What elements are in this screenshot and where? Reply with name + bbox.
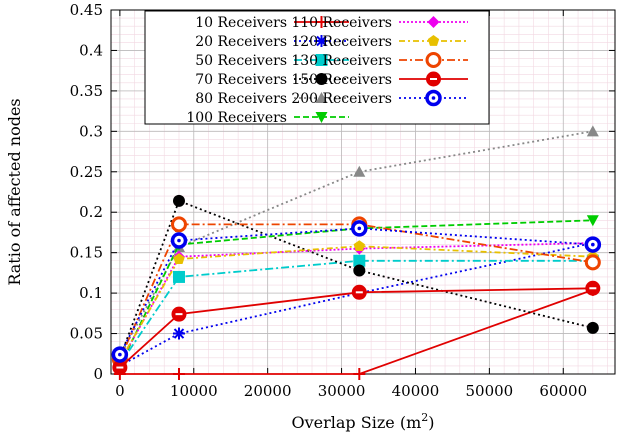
data-point: [584, 254, 601, 271]
series-line: [119, 130, 593, 357]
series-11: [111, 220, 602, 363]
x-tick-label: 0: [115, 382, 125, 400]
data-point-dot: [591, 242, 595, 247]
legend-item: 100 Receivers: [186, 110, 349, 126]
data-point: [586, 215, 599, 227]
series-group: [111, 125, 602, 380]
legend-label: 80 Receivers: [195, 91, 287, 107]
legend-item: 20 Receivers: [195, 34, 349, 50]
data-point-dot: [118, 352, 122, 357]
legend-marker: [315, 35, 328, 47]
legend-marker-dot: [431, 96, 436, 100]
legend-item: 50 Receivers: [195, 53, 349, 69]
x-axis-title-sup: 2: [421, 411, 428, 424]
legend-item: 120 Receivers: [291, 34, 468, 50]
data-point: [172, 270, 185, 283]
legend: 10 Receivers 20 Receivers 50 Receivers 70 R…: [144, 10, 490, 126]
data-point: [172, 327, 185, 340]
legend-item: 110 Receivers: [291, 15, 468, 31]
data-point: [353, 254, 366, 267]
series-line: [119, 219, 593, 367]
y-tick-label: 0.4: [79, 41, 103, 59]
legend-marker: [315, 54, 328, 66]
legend-item: 130 Receivers: [291, 52, 468, 69]
legend-label: 10 Receivers: [195, 15, 287, 31]
data-point: [172, 368, 185, 380]
legend-item: 10 Receivers: [195, 15, 349, 31]
legend-item: 80 Receivers: [195, 91, 349, 107]
x-axis-title-main: Overlap Size (m: [292, 413, 422, 432]
x-tick-label: 10000: [170, 382, 218, 400]
y-tick-label: 0.3: [79, 122, 103, 140]
x-tick-label: 40000: [392, 382, 440, 400]
legend-marker: [427, 16, 440, 28]
y-tick-label: 0.1: [79, 284, 103, 302]
x-axis-title: Overlap Size (m2): [292, 411, 435, 432]
y-tick-label: 0: [93, 365, 103, 383]
data-point: [353, 240, 365, 251]
y-tick-label: 0.15: [70, 244, 103, 262]
x-axis-title-end: ): [428, 413, 434, 432]
series-line: [119, 287, 593, 369]
legend-marker: [315, 73, 328, 85]
series-line: [119, 242, 593, 367]
legend-label: 130 Receivers: [291, 53, 392, 69]
data-point: [173, 253, 185, 264]
data-point: [353, 264, 366, 277]
legend-item: 150 Receivers: [291, 71, 468, 88]
series-line: [119, 289, 594, 375]
data-point-dot: [177, 238, 181, 243]
legend-marker: [425, 52, 442, 68]
y-tick-label: 0.35: [70, 82, 103, 100]
legend-marker: [315, 92, 328, 103]
legend-label: 120 Receivers: [291, 34, 392, 50]
legend-label: 100 Receivers: [186, 110, 287, 126]
data-point: [586, 321, 599, 334]
x-tick-label: 50000: [466, 382, 514, 400]
y-tick-label: 0.45: [70, 1, 103, 19]
legend-item: 200 Receivers: [291, 89, 468, 107]
y-tick-label: 0.05: [70, 325, 103, 343]
y-axis-title: Ratio of affected nodes: [5, 98, 24, 285]
x-tick-label: 20000: [244, 382, 292, 400]
data-point: [353, 368, 366, 380]
data-point: [172, 194, 185, 207]
legend-label: 110 Receivers: [291, 15, 392, 31]
legend-marker: [427, 35, 440, 46]
y-tick-label: 0.25: [70, 163, 103, 181]
data-point: [586, 125, 599, 137]
legend-label: 200 Receivers: [291, 91, 392, 107]
series-line: [119, 259, 593, 365]
legend-label: 70 Receivers: [195, 72, 287, 88]
x-tick-label: 60000: [539, 382, 587, 400]
x-tick-label: 30000: [318, 382, 366, 400]
data-point: [353, 165, 366, 177]
data-point-dot: [357, 226, 362, 231]
legend-label: 150 Receivers: [291, 72, 392, 88]
series-line: [119, 227, 593, 356]
y-tick-label: 0.2: [79, 203, 103, 221]
series-line: [119, 199, 594, 359]
series-line: [119, 245, 593, 362]
legend-marker: [315, 16, 328, 28]
legend-label: 50 Receivers: [195, 53, 287, 69]
data-point: [170, 216, 187, 233]
legend-label: 20 Receivers: [195, 34, 287, 50]
legend-marker: [315, 112, 328, 123]
legend-item: 70 Receivers: [195, 72, 349, 88]
